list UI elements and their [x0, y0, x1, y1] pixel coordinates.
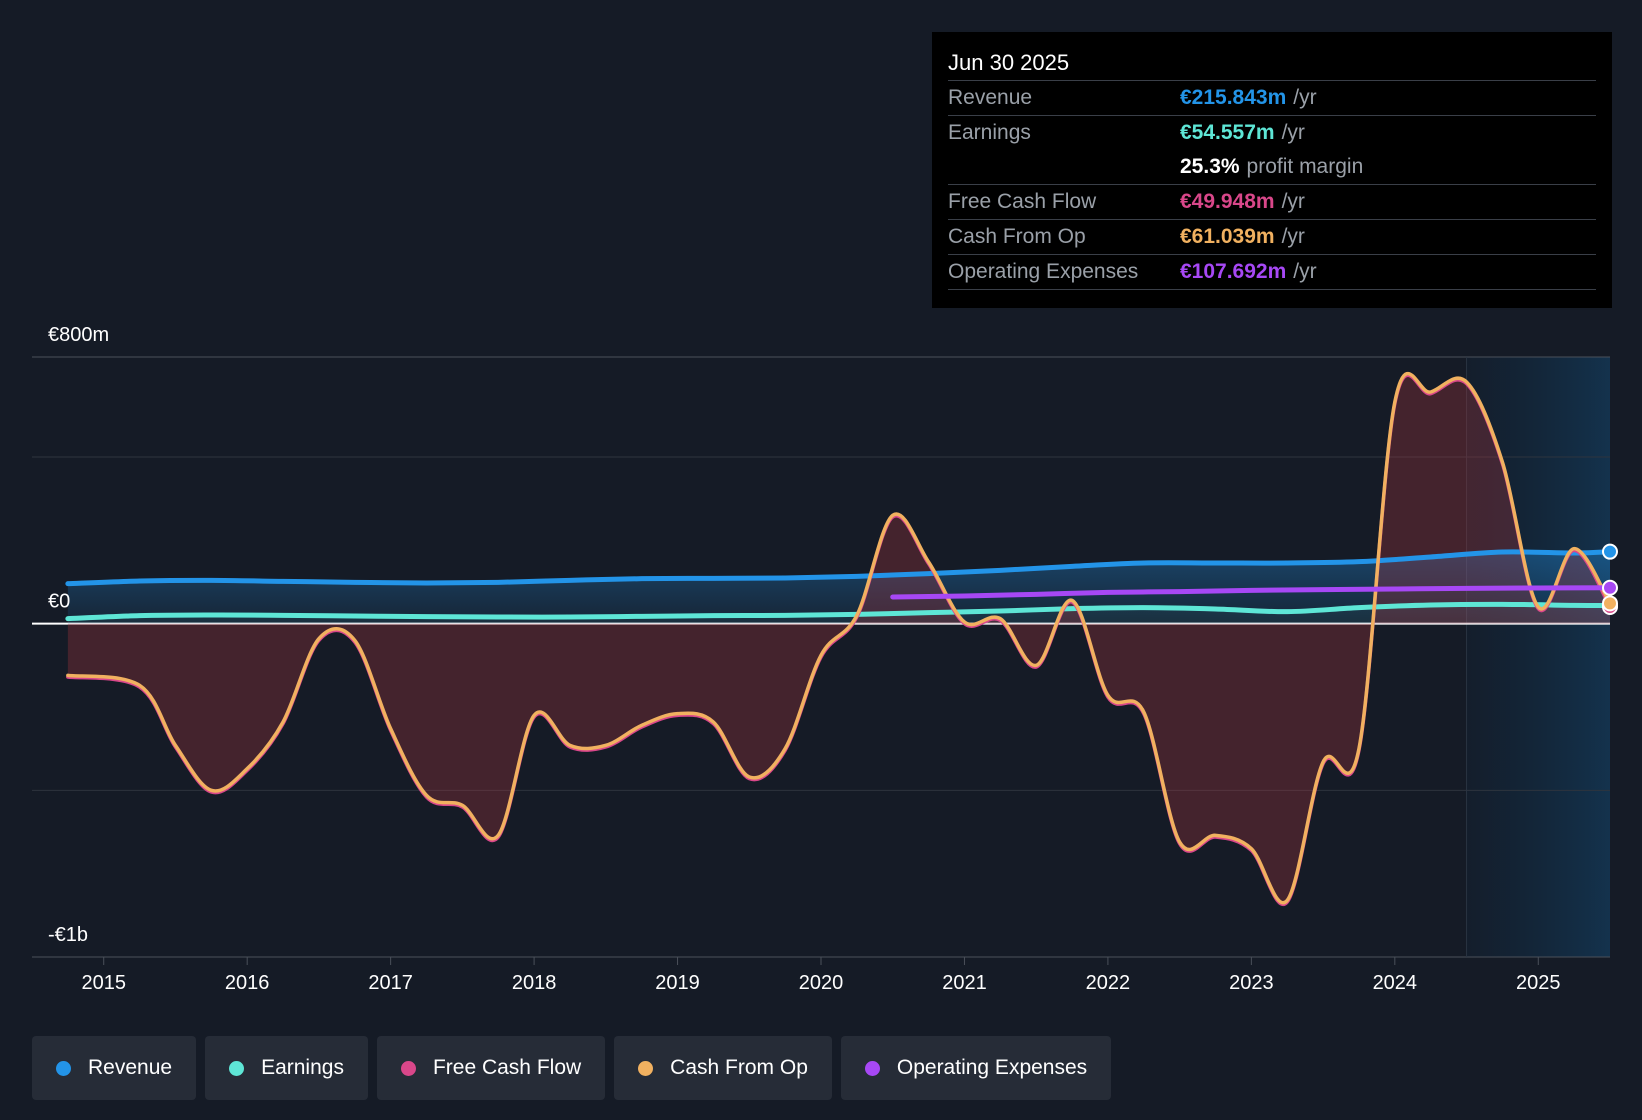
x-tick-label: 2017	[368, 972, 413, 994]
revenue-area	[67, 551, 1610, 624]
tooltip-value: €61.039m	[1180, 225, 1275, 248]
tooltip-unit: /yr	[1293, 260, 1317, 283]
legend-label: Free Cash Flow	[432, 1056, 582, 1079]
tooltip-row-operating-expenses: Operating Expenses €107.692m /yr	[948, 255, 1596, 290]
x-tick-label: 2020	[799, 972, 844, 994]
x-tick-label: 2016	[225, 972, 270, 994]
tooltip-row-free-cash-flow: Free Cash Flow €49.948m /yr	[948, 185, 1596, 220]
operating-expenses-endpoint	[1602, 579, 1618, 596]
y-tick-label: -€1b	[48, 924, 88, 946]
x-tick-label: 2018	[512, 972, 557, 994]
tooltip-unit: /yr	[1281, 190, 1305, 213]
tooltip-value: 25.3%	[1180, 155, 1240, 178]
x-tick-label: 2023	[1229, 972, 1274, 994]
x-tick-label: 2015	[81, 972, 126, 994]
legend-label: Operating Expenses	[896, 1056, 1088, 1079]
revenue-line	[65, 549, 1613, 587]
x-tick-label: 2025	[1516, 972, 1561, 994]
legend-label: Revenue	[88, 1056, 173, 1079]
x-tick-label: 2022	[1086, 972, 1131, 994]
tooltip-unit: /yr	[1293, 86, 1317, 109]
tooltip-value: €49.948m	[1180, 190, 1275, 213]
tooltip-value: €107.692m	[1180, 260, 1287, 283]
y-tick-label: €0	[48, 591, 70, 613]
tooltip-row-cash-from-op: Cash From Op €61.039m /yr	[948, 220, 1596, 255]
y-tick-label: €800m	[48, 324, 109, 346]
tooltip-label: Revenue	[948, 86, 1033, 109]
free-cash-flow-dot-icon	[400, 1060, 416, 1076]
tooltip-unit: /yr	[1281, 225, 1305, 248]
cash-from-op-endpoint	[1602, 595, 1618, 612]
legend-item-earnings[interactable]: Earnings	[205, 1036, 368, 1100]
x-tick-label: 2024	[1373, 972, 1418, 994]
cash-from-op-dot-icon	[638, 1060, 654, 1076]
tooltip-unit: profit margin	[1246, 155, 1364, 178]
operating-expenses-line	[890, 585, 1613, 600]
x-tick-label: 2021	[942, 972, 987, 994]
tooltip-label: Operating Expenses	[948, 260, 1139, 283]
tooltip-label: Free Cash Flow	[948, 190, 1097, 213]
tooltip-label	[948, 150, 1180, 184]
tooltip-unit: /yr	[1281, 121, 1305, 144]
free-cash-flow-area	[67, 375, 1610, 905]
legend-item-revenue[interactable]: Revenue	[32, 1036, 197, 1100]
legend: Revenue Earnings Free Cash Flow Cash Fro…	[32, 1036, 1120, 1100]
operating-expenses-dot-icon	[864, 1060, 880, 1076]
tooltip-row-revenue: Revenue €215.843m /yr	[948, 81, 1596, 116]
revenue-endpoint	[1602, 543, 1618, 560]
tooltip-row-profit-margin: 25.3% profit margin	[948, 150, 1596, 185]
earnings-dot-icon	[229, 1060, 245, 1076]
tooltip-value: €54.557m	[1180, 121, 1275, 144]
legend-item-cash-from-op[interactable]: Cash From Op	[614, 1036, 832, 1100]
cash-from-op-line	[66, 371, 1612, 905]
tooltip-row-earnings: Earnings €54.557m /yr	[948, 116, 1596, 150]
tooltip-panel: Jun 30 2025 Revenue €215.843m /yr Earnin…	[932, 32, 1612, 308]
legend-label: Cash From Op	[670, 1056, 808, 1079]
tooltip-label: Cash From Op	[948, 225, 1086, 248]
tooltip-label: Earnings	[948, 121, 1031, 144]
tooltip-date: Jun 30 2025	[948, 46, 1596, 81]
revenue-dot-icon	[56, 1060, 71, 1076]
x-tick-label: 2019	[655, 972, 700, 994]
legend-item-free-cash-flow[interactable]: Free Cash Flow	[376, 1036, 606, 1100]
tooltip-value: €215.843m	[1180, 86, 1287, 109]
legend-label: Earnings	[261, 1056, 344, 1079]
legend-item-operating-expenses[interactable]: Operating Expenses	[840, 1036, 1112, 1100]
